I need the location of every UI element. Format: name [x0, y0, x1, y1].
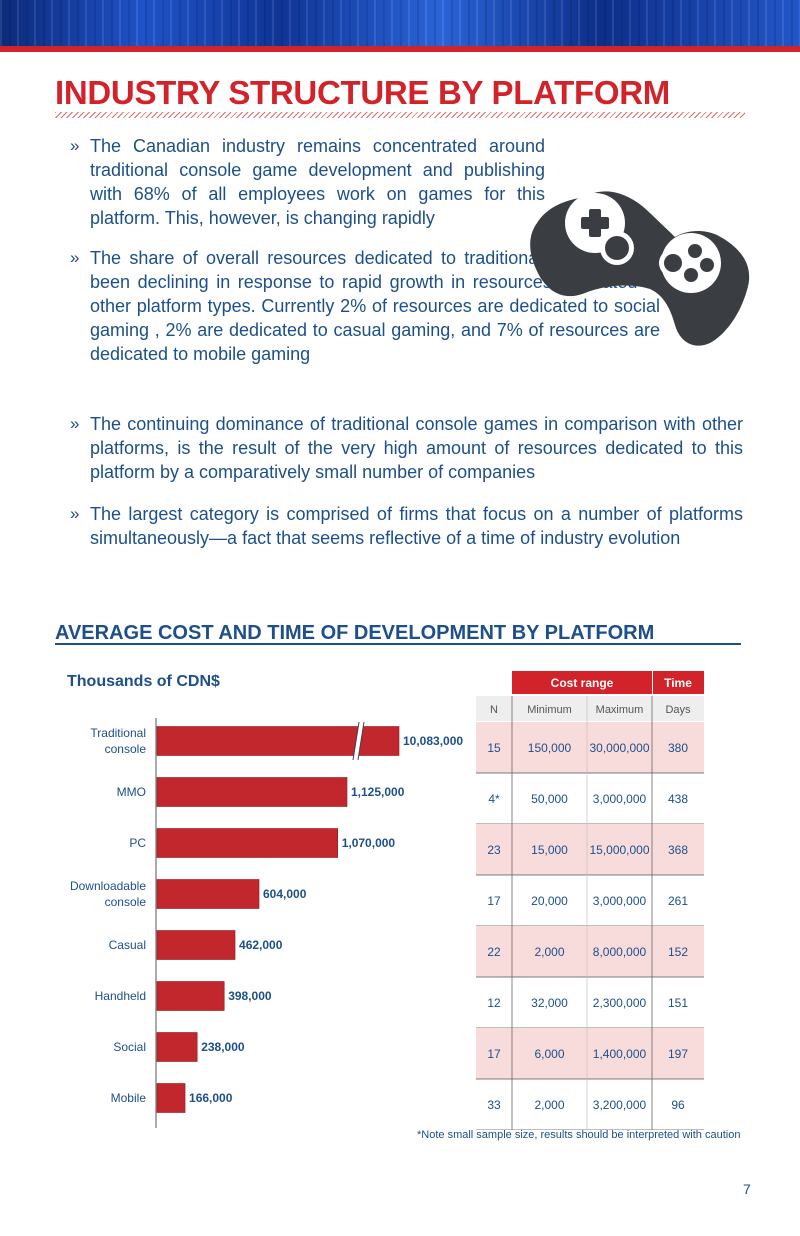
table-cell: 6,000: [534, 1047, 564, 1061]
column-header: Maximum: [596, 704, 644, 716]
table-cell: 17: [487, 1047, 501, 1061]
row-shade: [476, 722, 704, 773]
table-cell: 2,000: [534, 1098, 564, 1112]
value-label: 1,125,000: [351, 785, 405, 799]
table-cell: 152: [668, 945, 688, 959]
category-label: PC: [129, 836, 146, 850]
table-cell: 8,000,000: [593, 945, 647, 959]
table-cell: 151: [668, 996, 688, 1010]
table-cell: 12: [487, 996, 501, 1010]
category-label: Handheld: [95, 989, 146, 1003]
category-label: console: [105, 742, 147, 756]
table-cell: 96: [671, 1098, 685, 1112]
bullet-text-2: The share of overall resources dedicated…: [90, 248, 660, 364]
table-cell: 15,000: [531, 843, 568, 857]
row-shade: [476, 1028, 704, 1079]
table-cell: 17: [487, 894, 501, 908]
table-cell: 2,300,000: [593, 996, 647, 1010]
row-shade: [476, 824, 704, 875]
axis-break-gap: [353, 722, 364, 760]
value-label: 398,000: [228, 989, 272, 1003]
page-number: 7: [743, 1181, 751, 1197]
column-header-row: [476, 696, 704, 721]
column-header: Days: [665, 704, 691, 716]
group-header-cell: [653, 671, 704, 694]
bar: [156, 930, 236, 960]
table-cell: 33: [487, 1098, 501, 1112]
table-cell: 380: [668, 741, 688, 755]
value-label: 10,083,000: [403, 734, 463, 748]
table-cell: 1,400,000: [593, 1047, 647, 1061]
table-cell: 368: [668, 843, 688, 857]
table-cell: 20,000: [531, 894, 568, 908]
section-rule: [55, 643, 741, 645]
table-cell: 197: [668, 1047, 688, 1061]
table-cell: 3,000,000: [593, 894, 647, 908]
group-header-cell: [512, 671, 652, 694]
category-label: Traditional: [90, 726, 146, 740]
bullet-mark: »: [70, 136, 80, 155]
table-cell: 150,000: [528, 741, 572, 755]
table-cell: 261: [668, 894, 688, 908]
value-label: 166,000: [189, 1091, 233, 1105]
table-cell: 3,200,000: [593, 1098, 647, 1112]
bar: [156, 777, 348, 807]
axis-break-line: [352, 721, 360, 761]
table-cell: 15,000,000: [589, 843, 649, 857]
group-header-label: Cost range: [551, 676, 614, 690]
bullet-text-1: The Canadian industry remains concentrat…: [90, 136, 545, 228]
axis-break-line: [357, 721, 365, 761]
chart-units-label: Thousands of CDN$: [67, 673, 220, 690]
bullet-text-3: The continuing dominance of traditional …: [90, 414, 743, 482]
section-title: AVERAGE COST AND TIME OF DEVELOPMENT BY …: [55, 622, 655, 644]
bullet-mark: »: [70, 248, 80, 267]
category-label: Social: [113, 1040, 146, 1054]
table-cell: 22: [487, 945, 501, 959]
category-label: Casual: [109, 938, 146, 952]
title-rule: [55, 112, 745, 118]
bar-chart: 10,083,000 Traditional console 1,125,000 MMO…: [70, 718, 463, 1128]
value-label: 1,070,000: [342, 836, 396, 850]
page-title: INDUSTRY STRUCTURE BY PLATFORM: [55, 74, 670, 111]
row-shade: [476, 926, 704, 977]
bar: [156, 981, 225, 1011]
category-label: Mobile: [111, 1091, 147, 1105]
column-header: N: [490, 704, 498, 716]
table-cell: 23: [487, 843, 501, 857]
bullet-mark: »: [70, 414, 80, 433]
category-label: Downloadable: [70, 879, 146, 893]
header-red-stripe: [0, 46, 800, 52]
value-label: 604,000: [263, 887, 307, 901]
table-cell: 32,000: [531, 996, 568, 1010]
table-cell: 30,000,000: [589, 741, 649, 755]
bullet-mark: »: [70, 504, 80, 523]
table-cell: 2,000: [534, 945, 564, 959]
column-header: Minimum: [527, 704, 572, 716]
group-header-label: Time: [664, 676, 692, 690]
value-label: 462,000: [239, 938, 283, 952]
bullet-text-4: The largest category is comprised of fir…: [90, 504, 743, 548]
category-label: console: [105, 895, 147, 909]
gamepad-icon: [530, 191, 750, 346]
bar: [156, 879, 260, 909]
caution-note: *Note small sample size, results should …: [417, 1129, 741, 1141]
bar: [156, 1032, 198, 1062]
value-label: 238,000: [201, 1040, 245, 1054]
table-cell: 4*: [488, 792, 500, 806]
category-label: MMO: [117, 785, 146, 799]
table-cell: 438: [668, 792, 688, 806]
header-band: [0, 0, 800, 46]
table-cell: 3,000,000: [593, 792, 647, 806]
bar: [156, 828, 339, 858]
table-cell: 15: [487, 741, 501, 755]
bar: [156, 1083, 186, 1113]
table-cell: 50,000: [531, 792, 568, 806]
